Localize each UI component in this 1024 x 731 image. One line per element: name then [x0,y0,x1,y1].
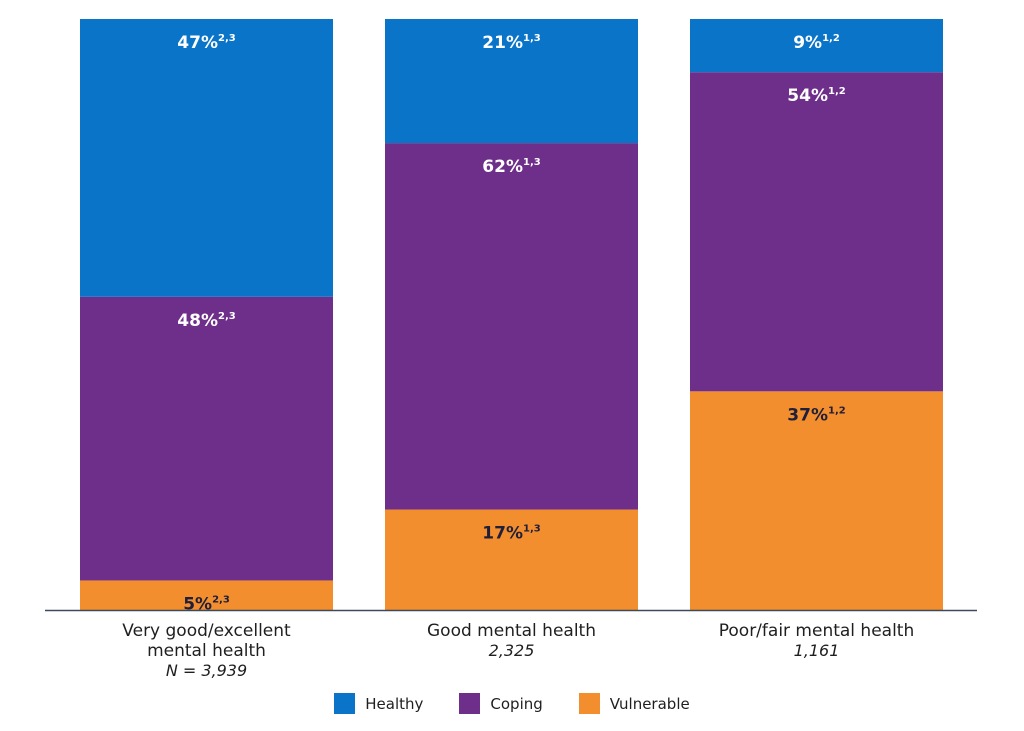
bar-segment-coping-2 [385,143,638,510]
legend-label-healthy: Healthy [365,694,424,713]
chart-legend: Healthy Coping Vulnerable [0,693,1024,714]
x-tick-sample-size-1: N = 3,939 [166,661,247,680]
bar-segment-healthy-1 [80,19,333,297]
legend-label-vulnerable: Vulnerable [609,694,690,713]
data-label-vulnerable-1: 5%2,3 [183,594,230,614]
bar-segment-healthy-3 [690,19,943,73]
x-tick-label-1-line-1: Very good/excellent [122,621,291,641]
x-tick-label-1-line-2: mental health [147,641,266,661]
bar-segment-vulnerable-1 [80,580,333,610]
bar-segment-coping-3 [690,72,943,392]
x-tick-label-3-line-1: Poor/fair mental health [719,621,915,641]
legend-swatch-vulnerable [578,693,600,714]
bar-segment-coping-1 [80,296,333,581]
x-tick-label-2-line-1: Good mental health [427,621,596,641]
bar-segment-vulnerable-2 [385,509,638,610]
legend-item-vulnerable: Vulnerable [578,693,690,714]
x-tick-sample-size-3: 1,161 [794,641,840,660]
x-tick-sample-size-2: 2,325 [489,641,535,660]
legend-item-healthy: Healthy [334,693,423,714]
bar-segment-vulnerable-3 [690,391,943,610]
legend-item-coping: Coping [459,693,543,714]
legend-label-coping: Coping [490,694,543,713]
bar-segment-healthy-2 [385,19,638,144]
legend-swatch-coping [459,693,481,714]
legend-swatch-healthy [334,693,356,714]
